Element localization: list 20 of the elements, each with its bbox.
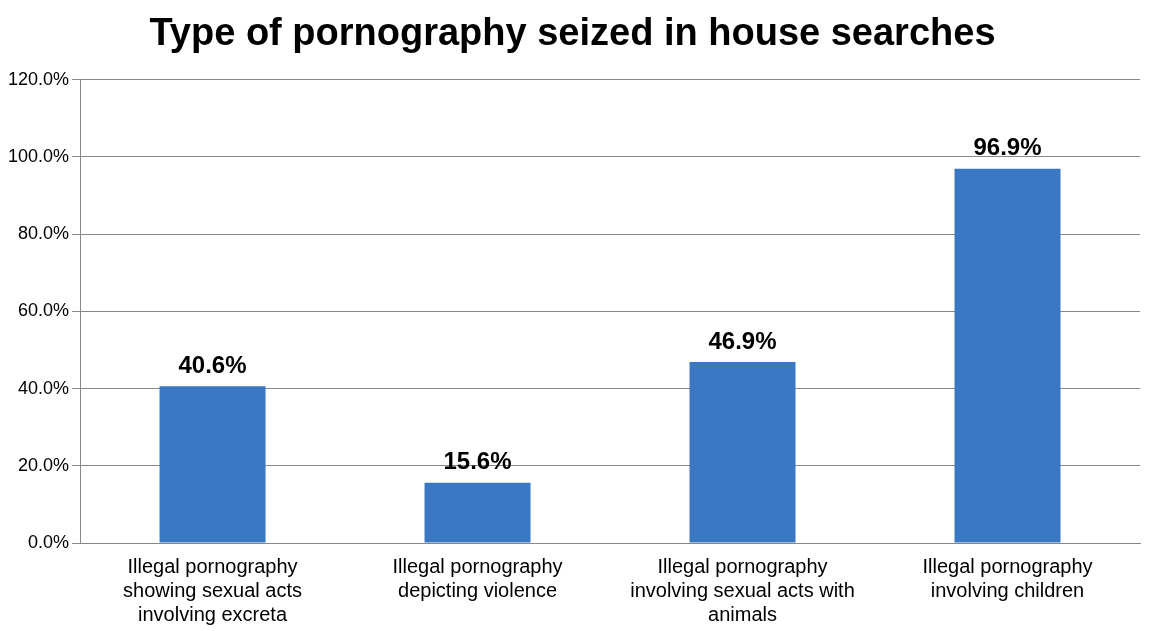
bar: [424, 482, 531, 543]
y-tick-label: 40.0%: [18, 377, 70, 398]
data-label: 46.9%: [708, 326, 777, 354]
y-tick-label: 80.0%: [18, 223, 70, 244]
x-tick-label: Illegal pornography involving children: [922, 554, 1093, 601]
y-tick-label: 60.0%: [18, 300, 70, 321]
chart-title: Type of pornography seized in house searches: [149, 11, 996, 54]
y-tick-label: 120.0%: [7, 68, 70, 89]
data-label: 96.9%: [973, 133, 1042, 161]
x-tick-label: Illegal pornography involving sexual acts with animals: [630, 554, 855, 625]
x-tick-label: Illegal pornography showing sexual acts involving excreta: [123, 554, 303, 625]
y-tick-label: 0.0%: [28, 531, 70, 552]
data-label: 40.6%: [178, 350, 247, 378]
bar: [159, 386, 266, 543]
bar: [689, 361, 796, 543]
x-tick-label: Illegal pornography depicting violence: [392, 554, 563, 601]
y-tick-label: 100.0%: [7, 145, 70, 166]
data-label: 15.6%: [443, 447, 512, 475]
y-tick-label: 20.0%: [18, 454, 70, 475]
bar: [954, 168, 1061, 543]
